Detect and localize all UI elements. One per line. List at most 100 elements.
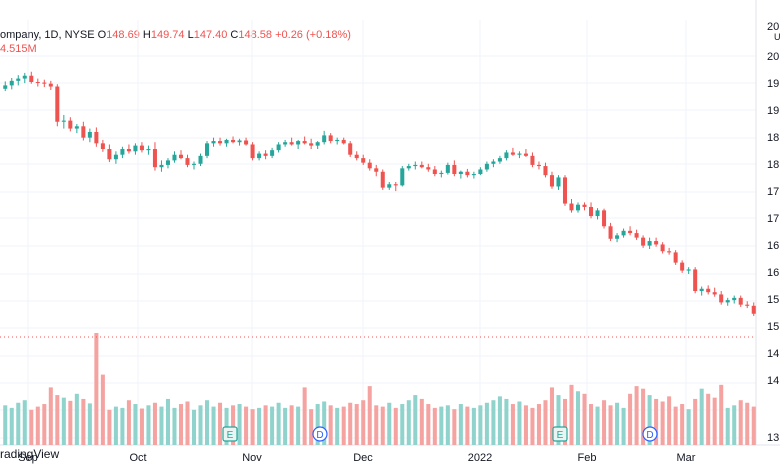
- volume-bar: [543, 400, 548, 445]
- candle-body: [107, 149, 112, 160]
- price-scale-label: 15: [767, 321, 779, 333]
- volume-bar: [113, 406, 118, 445]
- candle-body: [263, 153, 268, 156]
- dividend-marker[interactable]: [312, 426, 328, 442]
- volume-bar: [693, 398, 698, 445]
- volume-bar: [602, 400, 607, 445]
- volume-bar: [152, 402, 157, 445]
- dividend-marker[interactable]: [642, 426, 658, 442]
- candle-body: [660, 244, 665, 252]
- candle-body: [387, 184, 392, 188]
- candle-body: [309, 143, 314, 146]
- candle-body: [341, 139, 346, 144]
- volume-bar: [745, 402, 750, 445]
- candle-body: [218, 141, 223, 144]
- candle-body: [172, 154, 177, 161]
- volume-bar: [706, 393, 711, 445]
- candle-body: [296, 141, 301, 145]
- candle-body: [257, 153, 262, 159]
- earnings-marker-label: E: [557, 430, 564, 441]
- candle-body: [517, 153, 522, 155]
- volume-bar: [263, 405, 268, 445]
- volume-bar: [185, 401, 190, 445]
- price-scale-label: 14: [767, 348, 779, 360]
- volume-bar: [120, 407, 125, 445]
- candle-body: [178, 154, 184, 159]
- price-scale-label: 16: [767, 267, 779, 279]
- volume-bar: [562, 398, 568, 445]
- candle-body: [439, 172, 444, 175]
- candle-body: [315, 142, 320, 146]
- candle-body: [393, 184, 398, 186]
- volume-bar: [257, 407, 262, 445]
- volume-bar: [55, 395, 60, 445]
- volume-bar: [159, 406, 164, 445]
- volume-bar: [48, 387, 53, 445]
- volume-bar: [608, 405, 613, 445]
- volume-bar: [380, 406, 385, 445]
- price-scale-label: 15: [767, 294, 779, 306]
- candle-body: [139, 145, 144, 151]
- candle-body: [113, 154, 118, 160]
- candle-body: [146, 149, 151, 151]
- high-value: 149.74: [150, 29, 185, 41]
- open-value: 148.69: [106, 29, 140, 41]
- candle-body: [413, 164, 418, 167]
- candle-body: [302, 141, 307, 144]
- volume-bar: [660, 401, 665, 445]
- volume-bar: [523, 405, 528, 445]
- volume-bar: [686, 409, 691, 445]
- volume-bar: [133, 404, 138, 445]
- candle-body: [367, 162, 372, 169]
- price-scale-label: 17: [767, 213, 779, 225]
- candle-body: [94, 131, 99, 144]
- volume-bar: [341, 406, 346, 445]
- volume-bar: [484, 402, 489, 445]
- volume-bar: [595, 406, 600, 445]
- candle-body: [289, 142, 294, 145]
- time-scale-label: 2022: [468, 452, 492, 464]
- candle-body: [152, 149, 157, 168]
- candle-body: [615, 235, 620, 239]
- volume-bar: [16, 402, 21, 445]
- candle-body: [9, 80, 14, 86]
- candle-body: [185, 158, 190, 165]
- candle-body: [712, 292, 717, 295]
- candle-body: [575, 204, 581, 211]
- candle-body: [100, 143, 105, 150]
- candle-body: [419, 164, 424, 168]
- volume-bar: [556, 395, 561, 445]
- candle-body: [549, 175, 554, 187]
- candle-body: [751, 305, 756, 314]
- close-label: C: [230, 29, 239, 41]
- price-scale-label: 18: [767, 159, 779, 171]
- high-label: H: [142, 29, 151, 41]
- volume-bar: [589, 404, 594, 445]
- volume-bar: [536, 404, 541, 445]
- volume-bar: [654, 398, 659, 445]
- candle-body: [237, 140, 242, 143]
- volume-bar: [270, 406, 275, 445]
- candle-body: [602, 210, 607, 227]
- candle-body: [328, 135, 333, 142]
- volume-bar: [328, 405, 333, 445]
- candle-body: [452, 164, 457, 175]
- earnings-marker[interactable]: [222, 426, 238, 442]
- tradingview-branding[interactable]: radingView: [0, 447, 60, 461]
- volume-bar: [504, 398, 509, 445]
- earnings-marker[interactable]: [552, 426, 568, 442]
- volume-bar: [725, 407, 730, 445]
- candle-body: [283, 142, 288, 145]
- candle-body: [654, 241, 659, 245]
- volume-bar: [9, 407, 14, 445]
- volume-bar: [393, 407, 398, 445]
- candle-body: [530, 155, 535, 165]
- volume-bar: [107, 409, 112, 445]
- price-scale-label: 16: [767, 240, 779, 252]
- candle-body: [231, 139, 236, 143]
- volume-bar: [165, 398, 170, 445]
- earnings-marker-label: E: [227, 430, 234, 441]
- volume-bar: [276, 402, 281, 445]
- volume-bar: [146, 405, 151, 445]
